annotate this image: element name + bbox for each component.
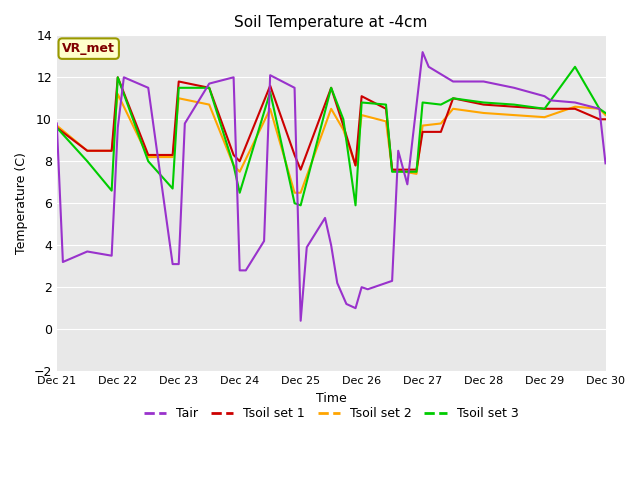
Text: VR_met: VR_met (62, 42, 115, 55)
X-axis label: Time: Time (316, 392, 346, 405)
Title: Soil Temperature at -4cm: Soil Temperature at -4cm (234, 15, 428, 30)
Legend: Tair, Tsoil set 1, Tsoil set 2, Tsoil set 3: Tair, Tsoil set 1, Tsoil set 2, Tsoil se… (139, 402, 524, 425)
Y-axis label: Temperature (C): Temperature (C) (15, 152, 28, 254)
